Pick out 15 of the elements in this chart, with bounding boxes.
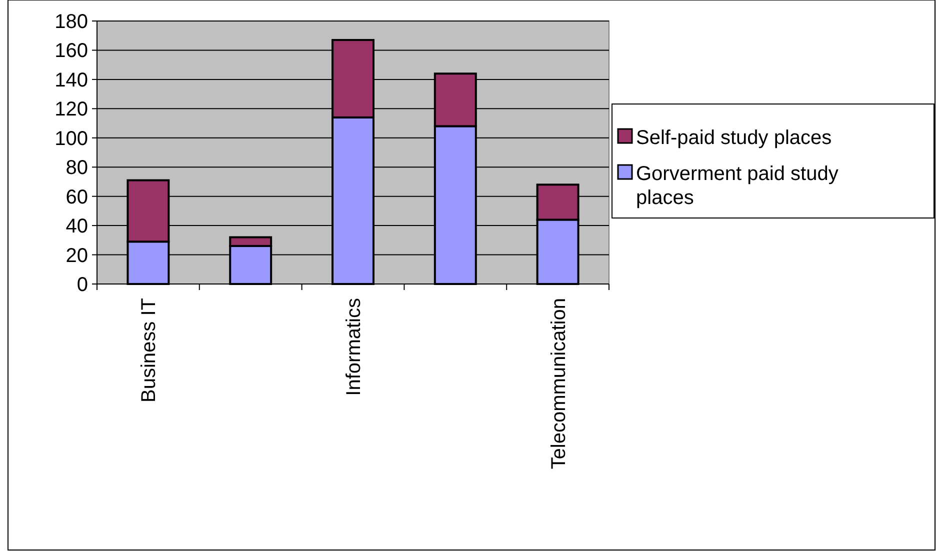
- y-tick-label: 160: [54, 40, 88, 62]
- y-tick-label: 20: [66, 244, 88, 267]
- y-tick-label: 40: [66, 216, 88, 238]
- y-tick-label: 80: [66, 157, 88, 180]
- y-tick-label: 140: [54, 69, 88, 92]
- x-tick-label: Business IT: [138, 298, 160, 402]
- y-tick-label: 60: [66, 186, 88, 208]
- legend-label: Self-paid study places: [636, 127, 832, 149]
- y-tick-label: 120: [54, 98, 88, 121]
- x-tick-label: Telecommunication: [548, 298, 570, 470]
- y-tick-label: 100: [54, 128, 88, 150]
- y-tick-label: 0: [76, 274, 88, 296]
- legend-label: Gorverment paid study places: [636, 163, 838, 209]
- y-tick-label: 180: [54, 11, 88, 33]
- x-tick-label: Informatics: [343, 298, 365, 396]
